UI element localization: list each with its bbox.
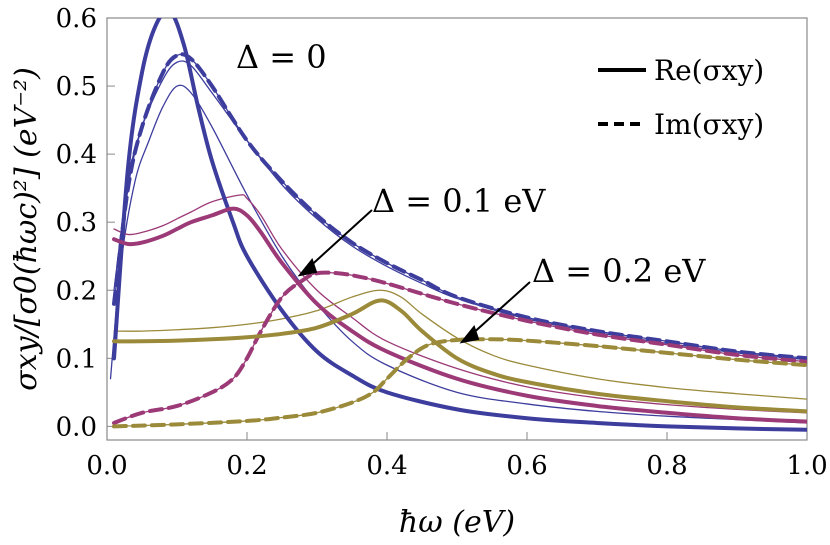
series-delta01-re-thin	[113, 194, 807, 414]
y-tick-label: 0.1	[56, 344, 97, 374]
arrowhead-delta02	[459, 324, 480, 344]
annotation-delta01: Δ = 0.1 eV	[372, 182, 546, 220]
legend-im-label: Im(σxy)	[654, 108, 764, 141]
series-delta02-im-thick	[112, 337, 807, 429]
series-delta01-re-thick	[112, 206, 807, 424]
y-tick-label: 0.5	[56, 72, 97, 102]
y-tick-label: 0.0	[56, 412, 97, 442]
series-group	[109, 18, 807, 432]
legend-re-label: Re(σxy)	[654, 54, 764, 87]
series-delta01-im-thick	[112, 270, 807, 425]
x-tick-label: 0.6	[506, 451, 547, 481]
x-tick-label: 1.0	[786, 451, 827, 481]
y-axis-label: σxy/[σ0(ħωc)²] (eV⁻²)	[9, 67, 44, 391]
legend: Re(σxy) Im(σxy)	[598, 54, 764, 141]
arrow-delta01	[305, 209, 373, 271]
series-delta02-re-thick	[112, 298, 807, 414]
annotation-delta0: Δ = 0	[236, 38, 327, 76]
y-tick-label: 0.2	[56, 276, 97, 306]
series-delta0-re-thin	[109, 84, 807, 424]
x-tick-label: 0.2	[226, 451, 267, 481]
x-tick-label: 0.0	[86, 451, 127, 481]
y-tick-label: 0.3	[56, 208, 97, 238]
series-delta02-im-underlay	[113, 338, 807, 428]
annotation-delta02: Δ = 0.2 eV	[532, 252, 706, 290]
x-tick-label: 0.4	[366, 451, 407, 481]
arrowhead-delta01	[297, 257, 318, 277]
series-delta0-im-thick	[112, 52, 807, 361]
x-tick-label: 0.8	[646, 451, 687, 481]
x-axis-label: ħω (eV)	[399, 505, 515, 540]
arrow-delta02	[469, 281, 531, 337]
ticks: 0.0 0.2 0.4 0.6 0.8 1.0 0.0 0.1 0.2 0.3 0.4 0.5 0.6	[56, 4, 828, 481]
y-tick-label: 0.6	[56, 4, 97, 34]
plot-frame	[106, 17, 808, 441]
annotation-arrows	[297, 209, 531, 344]
y-tick-label: 0.4	[56, 140, 97, 170]
series-delta0-re-thick	[112, 18, 807, 432]
series-delta02-re-thin	[113, 289, 807, 400]
